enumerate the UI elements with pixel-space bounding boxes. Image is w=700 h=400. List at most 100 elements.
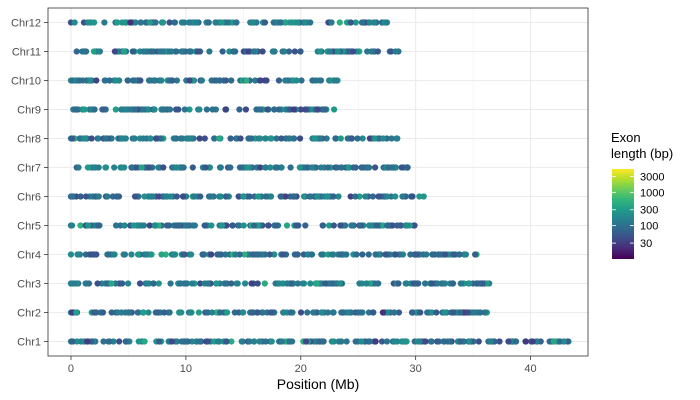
- exon-point: [324, 164, 332, 171]
- exon-point: [171, 19, 178, 26]
- exon-point: [101, 19, 108, 26]
- exon-point: [309, 77, 316, 84]
- exon-point: [376, 193, 383, 200]
- exon-point: [412, 251, 419, 258]
- exon-point: [267, 309, 274, 316]
- y-tick-label: Chr6: [17, 192, 41, 204]
- exon-point: [354, 135, 361, 142]
- exon-point: [152, 135, 160, 142]
- exon-point: [349, 48, 357, 55]
- exon-point: [366, 338, 373, 345]
- exon-point: [366, 222, 373, 229]
- exon-point: [177, 135, 184, 142]
- exon-point: [330, 106, 338, 113]
- exon-point: [213, 280, 220, 287]
- exon-point: [130, 222, 137, 229]
- exon-point: [422, 280, 429, 287]
- exon-point: [228, 338, 235, 345]
- exon-point: [273, 222, 280, 229]
- legend-title-line2: length (bp): [611, 146, 673, 161]
- exon-point: [208, 251, 215, 258]
- exon-point: [232, 251, 239, 258]
- exon-point: [293, 222, 300, 229]
- exon-point: [364, 164, 371, 171]
- exon-point: [69, 135, 76, 142]
- exon-point: [141, 193, 148, 200]
- exon-point: [322, 106, 329, 113]
- exon-point: [155, 280, 162, 287]
- exon-point: [205, 19, 212, 26]
- exon-point: [216, 135, 223, 142]
- exon-point: [230, 48, 237, 55]
- exon-point: [286, 338, 293, 345]
- exon-point: [136, 77, 144, 84]
- exon-point: [243, 77, 250, 84]
- exon-point: [347, 19, 354, 26]
- exon-point: [268, 338, 275, 345]
- panel-background: [48, 8, 588, 356]
- exon-point: [234, 280, 241, 287]
- exon-point: [302, 19, 309, 26]
- exon-point: [435, 251, 442, 258]
- exon-point: [368, 48, 375, 55]
- exon-point: [262, 338, 269, 345]
- exon-point: [187, 309, 194, 316]
- exon-point: [68, 338, 76, 345]
- exon-point: [308, 164, 315, 171]
- exon-point: [409, 309, 416, 316]
- exon-point: [402, 280, 409, 287]
- exon-point: [329, 193, 336, 200]
- exon-point: [468, 309, 476, 316]
- exon-point: [277, 193, 284, 200]
- exon-point: [404, 164, 411, 171]
- exon-point: [135, 338, 142, 345]
- exon-point: [186, 77, 193, 84]
- exon-point: [256, 77, 263, 84]
- exon-point: [290, 106, 297, 113]
- exon-point: [141, 106, 148, 113]
- exon-point: [93, 77, 100, 84]
- exon-point: [271, 106, 278, 113]
- exon-point: [240, 222, 247, 229]
- exon-point: [466, 280, 473, 287]
- exon-point: [219, 48, 226, 55]
- exon-point: [190, 193, 197, 200]
- exon-point: [252, 77, 259, 84]
- exon-point: [336, 280, 344, 287]
- exon-point: [324, 193, 331, 200]
- exon-point: [271, 48, 278, 55]
- exon-point: [262, 193, 269, 200]
- exon-point: [73, 309, 80, 316]
- exon-point: [100, 338, 107, 345]
- exon-point: [173, 48, 180, 55]
- exon-point: [350, 164, 357, 171]
- exon-point: [358, 19, 366, 26]
- exon-point: [324, 309, 331, 316]
- exon-point: [236, 222, 243, 229]
- exon-point: [317, 48, 324, 55]
- exon-point: [142, 251, 150, 258]
- exon-point: [496, 338, 503, 345]
- exon-point: [197, 280, 204, 287]
- exon-point: [242, 106, 250, 113]
- exon-point: [261, 280, 268, 287]
- exon-point: [191, 222, 198, 229]
- exon-point: [71, 280, 78, 287]
- y-tick-label: Chr12: [11, 18, 41, 30]
- exon-point: [248, 135, 255, 142]
- exon-point: [127, 19, 134, 26]
- exon-point: [79, 48, 86, 55]
- exon-point: [388, 135, 395, 142]
- exon-point: [149, 193, 157, 200]
- exon-point: [154, 309, 161, 316]
- exon-point: [275, 106, 282, 113]
- exon-point: [529, 338, 536, 345]
- exon-point: [134, 251, 142, 258]
- exon-point: [298, 77, 305, 84]
- exon-point: [358, 338, 365, 345]
- exon-point: [222, 251, 229, 258]
- exon-point: [246, 193, 253, 200]
- exon-point: [188, 251, 195, 258]
- x-tick-label: 30: [410, 363, 422, 375]
- exon-point: [75, 164, 82, 171]
